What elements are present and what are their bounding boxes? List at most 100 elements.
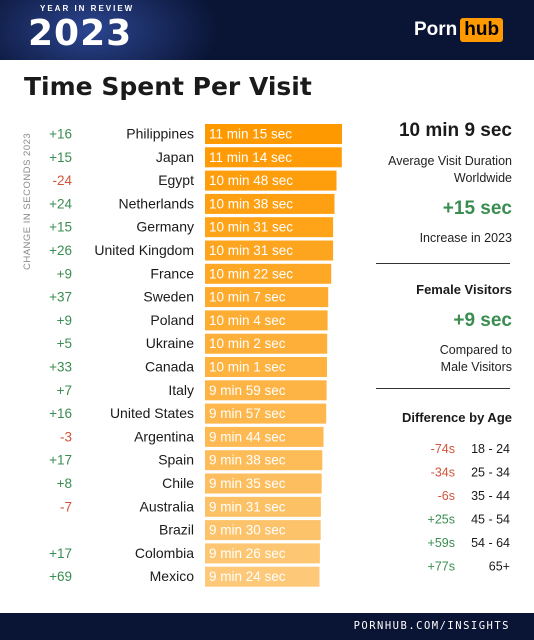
change-label-16: -7 xyxy=(60,499,72,514)
change-label-4: +15 xyxy=(49,220,72,235)
divider-1 xyxy=(376,263,510,264)
change-label-2: -24 xyxy=(52,173,72,188)
bar-19 xyxy=(205,566,320,587)
change-label-15: +8 xyxy=(57,476,72,491)
country-label-19: Mexico xyxy=(150,568,195,584)
age-range-4: 54 - 64 xyxy=(471,536,510,550)
bar-15 xyxy=(205,473,322,494)
year-in-review-badge: YEAR IN REVIEW xyxy=(40,4,135,13)
change-label-0: +16 xyxy=(49,127,72,142)
bar-chart: 11 min 15 sec Philippines +16 11 min 14 sec… xyxy=(49,124,342,587)
year-title: 2023 xyxy=(28,13,133,54)
change-label-7: +37 xyxy=(49,290,72,305)
bar-14 xyxy=(205,450,323,471)
female-visitors-heading: Female Visitors xyxy=(416,282,512,297)
change-label-3: +24 xyxy=(49,196,72,211)
female-visitors-value: +9 sec xyxy=(453,310,512,331)
change-label-13: -3 xyxy=(60,429,72,444)
header-banner: YEAR IN REVIEW 2023 Porn hub xyxy=(0,0,534,60)
footer-bar: PORNHUB.COM/INSIGHTS xyxy=(0,613,534,640)
age-diff-1: -34s xyxy=(431,466,455,480)
bar-value-label-7: 10 min 7 sec xyxy=(209,290,286,305)
change-label-11: +7 xyxy=(57,383,72,398)
age-difference-table: -74s 18 - 24 -34s 25 - 34 -6s 35 - 44 +25s 45 -… xyxy=(428,442,511,574)
bar-value-label-13: 9 min 44 sec xyxy=(209,429,286,444)
bar-value-label-3: 10 min 38 sec xyxy=(209,196,293,211)
bar-8 xyxy=(205,310,328,331)
country-label-16: Australia xyxy=(140,498,195,514)
female-visitors-label-2: Male Visitors xyxy=(440,360,512,374)
avg-duration-label-2: Worldwide xyxy=(453,171,512,185)
bar-value-label-12: 9 min 57 sec xyxy=(209,406,286,421)
bar-value-label-11: 9 min 59 sec xyxy=(209,383,286,398)
bar-value-label-14: 9 min 38 sec xyxy=(209,453,286,468)
bar-value-label-15: 9 min 35 sec xyxy=(209,476,286,491)
bar-value-label-6: 10 min 22 sec xyxy=(209,266,293,281)
brand-logo: Porn hub xyxy=(414,16,504,44)
bar-value-label-17: 9 min 30 sec xyxy=(209,523,286,538)
bar-2 xyxy=(205,170,337,191)
country-label-10: Canada xyxy=(145,359,194,375)
bar-18 xyxy=(205,543,320,564)
bar-9 xyxy=(205,333,328,354)
country-label-11: Italy xyxy=(168,382,194,398)
bar-16 xyxy=(205,496,321,517)
bar-value-label-0: 11 min 15 sec xyxy=(209,127,292,142)
bar-1 xyxy=(205,147,342,168)
change-label-12: +16 xyxy=(49,406,72,421)
bar-0 xyxy=(205,124,342,144)
age-diff-5: +77s xyxy=(428,560,455,574)
increase-value: +15 sec xyxy=(442,198,512,219)
age-range-1: 25 - 34 xyxy=(471,466,510,480)
country-label-2: Egypt xyxy=(158,172,194,188)
country-label-1: Japan xyxy=(156,149,194,165)
country-label-14: Spain xyxy=(158,452,194,468)
bar-value-label-19: 9 min 24 sec xyxy=(209,569,286,584)
bar-4 xyxy=(205,217,334,238)
age-range-3: 45 - 54 xyxy=(471,513,510,527)
bar-5 xyxy=(205,240,334,261)
age-range-0: 18 - 24 xyxy=(471,442,510,456)
bar-value-label-1: 11 min 14 sec xyxy=(209,150,292,165)
country-label-5: United Kingdom xyxy=(94,242,194,258)
bar-3 xyxy=(205,193,335,214)
age-range-2: 35 - 44 xyxy=(471,489,510,503)
change-label-8: +9 xyxy=(57,313,72,328)
bar-value-label-8: 10 min 4 sec xyxy=(209,313,286,328)
bar-10 xyxy=(205,357,327,377)
change-label-14: +17 xyxy=(49,453,72,468)
change-label-6: +9 xyxy=(57,266,72,281)
country-label-15: Chile xyxy=(162,475,194,491)
age-diff-0: -74s xyxy=(431,442,455,456)
change-label-5: +26 xyxy=(49,243,72,258)
bar-7 xyxy=(205,287,329,308)
country-label-9: Ukraine xyxy=(146,335,194,351)
bar-value-label-16: 9 min 31 sec xyxy=(209,499,286,514)
logo-text-part2: hub xyxy=(460,18,504,42)
increase-label: Increase in 2023 xyxy=(419,231,512,245)
bar-value-label-2: 10 min 48 sec xyxy=(209,173,293,188)
country-label-0: Philippines xyxy=(126,126,194,142)
age-diff-4: +59s xyxy=(428,536,455,550)
age-diff-2: -6s xyxy=(438,489,455,503)
bar-6 xyxy=(205,263,332,284)
bar-12 xyxy=(205,403,327,424)
country-label-12: United States xyxy=(110,405,194,421)
country-label-6: France xyxy=(150,265,194,281)
bar-value-label-4: 10 min 31 sec xyxy=(209,220,293,235)
divider-2 xyxy=(376,388,510,389)
country-label-17: Brazil xyxy=(159,522,194,538)
country-label-18: Colombia xyxy=(135,545,194,561)
header-glow xyxy=(0,0,220,60)
country-label-7: Sweden xyxy=(143,289,194,305)
change-label-18: +17 xyxy=(49,546,72,561)
bar-13 xyxy=(205,426,324,447)
country-label-13: Argentina xyxy=(134,428,194,444)
country-label-4: Germany xyxy=(136,219,194,235)
age-diff-3: +25s xyxy=(428,513,455,527)
footer-url: PORNHUB.COM/INSIGHTS xyxy=(353,620,510,632)
bar-value-label-18: 9 min 26 sec xyxy=(209,546,286,561)
change-label-19: +69 xyxy=(49,569,72,584)
bar-value-label-5: 10 min 31 sec xyxy=(209,243,293,258)
bar-11 xyxy=(205,380,327,401)
